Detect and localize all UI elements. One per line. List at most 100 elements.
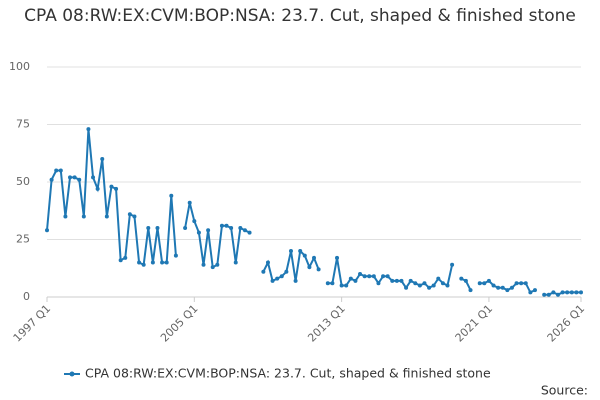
- point: [86, 127, 91, 132]
- point: [514, 281, 519, 286]
- point: [569, 290, 574, 295]
- point: [91, 175, 96, 180]
- point: [58, 168, 63, 173]
- point: [399, 278, 404, 283]
- point: [312, 255, 316, 260]
- point: [500, 285, 505, 290]
- point: [242, 228, 247, 233]
- point: [173, 253, 178, 258]
- point: [118, 258, 123, 263]
- point: [141, 262, 146, 267]
- point: [496, 285, 501, 290]
- point: [192, 219, 197, 224]
- x-tick-label: 2013 Q1: [305, 302, 348, 345]
- point: [196, 230, 201, 235]
- line: [327, 257, 454, 290]
- point: [150, 260, 155, 265]
- point: [265, 260, 270, 265]
- point: [219, 223, 224, 228]
- point: [127, 212, 132, 217]
- point: [486, 278, 491, 283]
- point: [72, 175, 77, 180]
- point: [307, 265, 312, 270]
- point: [509, 285, 514, 290]
- point: [551, 290, 556, 295]
- point: [160, 260, 165, 265]
- point: [279, 274, 284, 279]
- x-tick-label: 2005 Q1: [158, 302, 201, 345]
- point: [505, 288, 510, 293]
- line: [184, 202, 250, 269]
- point: [427, 285, 432, 290]
- point: [224, 223, 229, 228]
- point: [394, 278, 399, 283]
- point: [63, 214, 68, 219]
- point: [100, 157, 105, 161]
- point: [560, 290, 565, 295]
- point: [371, 274, 376, 279]
- point: [358, 272, 363, 276]
- point: [206, 228, 211, 233]
- legend-marker: [69, 371, 75, 377]
- point: [574, 290, 579, 295]
- point: [353, 278, 358, 283]
- point: [137, 260, 142, 265]
- point: [155, 226, 160, 230]
- point: [477, 281, 482, 286]
- point: [376, 281, 381, 286]
- point: [233, 260, 238, 265]
- point: [459, 276, 464, 281]
- point: [362, 274, 367, 279]
- point: [546, 292, 551, 297]
- point: [183, 226, 188, 230]
- point: [335, 255, 340, 260]
- y-tick-label: 75: [16, 118, 30, 131]
- point: [261, 269, 266, 274]
- point: [169, 193, 174, 198]
- point: [238, 226, 243, 230]
- point: [330, 281, 335, 286]
- point: [293, 278, 298, 283]
- point: [555, 292, 560, 297]
- point: [68, 175, 73, 180]
- point: [532, 288, 537, 293]
- point: [81, 214, 86, 219]
- point: [579, 290, 583, 295]
- point: [408, 278, 413, 283]
- point: [49, 177, 54, 182]
- point: [146, 226, 151, 230]
- point: [463, 278, 468, 283]
- point: [381, 274, 386, 279]
- point: [77, 177, 82, 182]
- point: [302, 253, 307, 258]
- point: [482, 281, 487, 286]
- chart-title: CPA 08:RW:EX:CVM:BOP:NSA: 23.7. Cut, sha…: [24, 6, 576, 26]
- x-tick-label: 1997 Q1: [11, 302, 54, 345]
- x-tick-label: 2021 Q1: [453, 302, 496, 345]
- source: Source:: [541, 383, 588, 398]
- point: [385, 274, 390, 279]
- point: [275, 276, 280, 281]
- point: [468, 288, 473, 293]
- point: [325, 281, 330, 286]
- point: [528, 290, 533, 295]
- point: [519, 281, 524, 286]
- legend-label: CPA 08:RW:EX:CVM:BOP:NSA: 23.7. Cut, sha…: [85, 366, 491, 381]
- point: [288, 249, 293, 253]
- point: [390, 278, 395, 283]
- point: [298, 249, 303, 253]
- line: [46, 129, 177, 267]
- point: [440, 281, 445, 286]
- point: [187, 200, 192, 205]
- point: [565, 290, 570, 295]
- point: [491, 283, 496, 288]
- point: [404, 285, 409, 290]
- point: [164, 260, 169, 265]
- point: [348, 276, 353, 281]
- point: [422, 281, 427, 286]
- point: [215, 262, 220, 267]
- point: [523, 281, 528, 286]
- point: [417, 283, 422, 288]
